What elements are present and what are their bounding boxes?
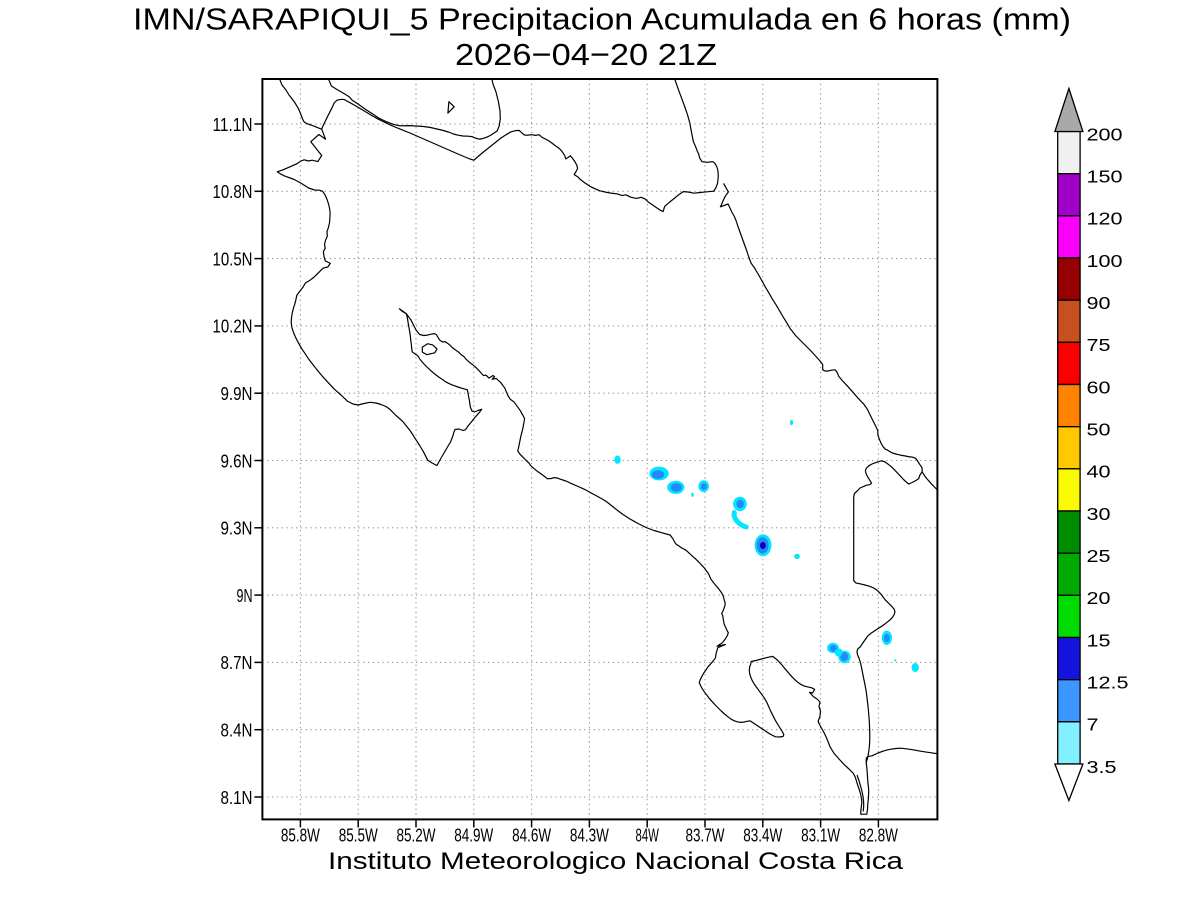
svg-text:40: 40 <box>1087 462 1111 482</box>
svg-text:12.5: 12.5 <box>1087 673 1129 693</box>
svg-text:3.5: 3.5 <box>1087 757 1117 777</box>
svg-text:50: 50 <box>1087 420 1111 440</box>
svg-text:30: 30 <box>1087 504 1111 524</box>
svg-text:84.3W: 84.3W <box>570 825 609 846</box>
svg-text:120: 120 <box>1087 209 1123 229</box>
svg-text:9.9N: 9.9N <box>221 383 253 404</box>
svg-text:10.8N: 10.8N <box>213 181 253 202</box>
svg-text:60: 60 <box>1087 377 1111 397</box>
svg-text:9.3N: 9.3N <box>221 518 253 539</box>
svg-text:83.7W: 83.7W <box>686 825 725 846</box>
svg-text:82.8W: 82.8W <box>859 825 898 846</box>
svg-text:11.1N: 11.1N <box>213 114 253 135</box>
svg-text:83.1W: 83.1W <box>801 825 840 846</box>
svg-text:20: 20 <box>1087 588 1111 608</box>
svg-text:7: 7 <box>1087 715 1099 735</box>
svg-text:84W: 84W <box>636 825 660 846</box>
svg-text:2026−04−20 21Z: 2026−04−20 21Z <box>455 37 717 72</box>
svg-text:10.5N: 10.5N <box>213 248 253 269</box>
svg-text:85.8W: 85.8W <box>281 825 320 846</box>
svg-text:9N: 9N <box>237 585 253 606</box>
svg-text:15: 15 <box>1087 630 1111 650</box>
svg-text:84.6W: 84.6W <box>512 825 551 846</box>
svg-text:100: 100 <box>1087 251 1123 271</box>
svg-text:10.2N: 10.2N <box>213 316 253 337</box>
svg-text:200: 200 <box>1087 124 1123 144</box>
svg-text:83.4W: 83.4W <box>743 825 782 846</box>
svg-text:9.6N: 9.6N <box>221 450 253 471</box>
svg-text:85.5W: 85.5W <box>339 825 378 846</box>
svg-text:IMN/SARAPIQUI_5 Precipitacion: IMN/SARAPIQUI_5 Precipitacion Acumulada … <box>133 2 1071 37</box>
svg-text:8.1N: 8.1N <box>221 787 253 808</box>
svg-text:8.7N: 8.7N <box>221 652 253 673</box>
svg-text:85.2W: 85.2W <box>397 825 436 846</box>
svg-text:8.4N: 8.4N <box>221 720 253 741</box>
svg-text:90: 90 <box>1087 293 1111 313</box>
svg-text:25: 25 <box>1087 546 1111 566</box>
svg-text:84.9W: 84.9W <box>454 825 493 846</box>
svg-text:Instituto Meteorologico Nacion: Instituto Meteorologico Nacional Costa R… <box>328 848 903 875</box>
svg-text:75: 75 <box>1087 335 1111 355</box>
svg-text:150: 150 <box>1087 167 1123 187</box>
